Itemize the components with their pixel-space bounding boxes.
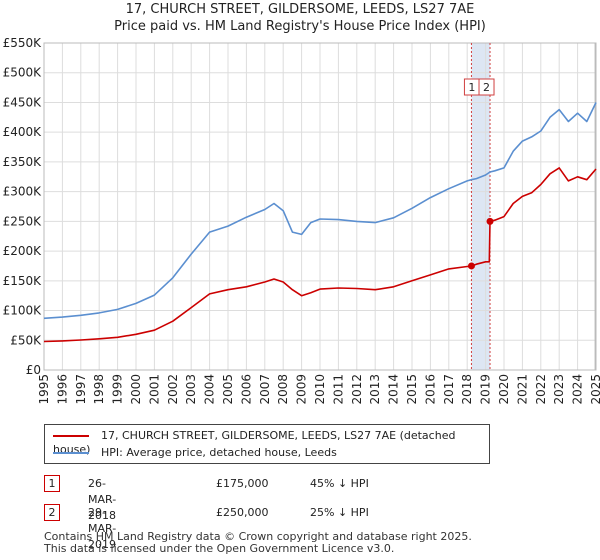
- sale-date: 29-MAR-2019: [88, 506, 117, 551]
- y-tick-label: £450K: [3, 95, 43, 109]
- x-tick-label: 2013: [368, 374, 382, 405]
- x-tick-label: 1998: [92, 374, 106, 405]
- footer-attribution: Contains HM Land Registry data © Crown c…: [44, 531, 472, 555]
- sale-date: 26-MAR-2018: [88, 477, 117, 522]
- x-tick-label: 2023: [552, 374, 566, 405]
- x-tick-label: 2012: [350, 374, 364, 405]
- series-line: [43, 102, 597, 320]
- y-tick-label: £250K: [3, 214, 43, 228]
- y-tick-label: £500K: [3, 66, 43, 80]
- y-tick-label: £300K: [3, 185, 43, 199]
- sale-number-badge: 2: [44, 504, 60, 521]
- x-tick-label: 2006: [239, 374, 253, 405]
- x-tick-label: 2025: [589, 374, 600, 405]
- x-tick-label: 2017: [442, 374, 456, 405]
- sale-number-box: [478, 78, 495, 96]
- sale-point: [467, 262, 475, 270]
- sale-price: £250,000: [216, 506, 269, 519]
- y-tick-label: £150K: [3, 274, 43, 288]
- price-chart: £0 £50K £100K £150K £200K £250K £300K £350K £400…: [3, 36, 600, 405]
- x-tick-label: 1997: [74, 374, 88, 405]
- legend-item-hpi: HPI: Average price, detached house, Leed…: [53, 446, 337, 460]
- legend-item-property: 17, CHURCH STREET, GILDERSOME, LEEDS, LS…: [53, 429, 489, 456]
- x-tick-label: 2000: [129, 374, 143, 405]
- plot-frame: [43, 42, 597, 371]
- sale-hpi-diff: 45% ↓ HPI: [310, 477, 369, 490]
- x-tick-label: 2016: [423, 374, 437, 405]
- y-tick-label: £350K: [3, 155, 43, 169]
- y-tick-label: £200K: [3, 244, 43, 258]
- series-line: [43, 167, 597, 343]
- y-tick-label: £400K: [3, 125, 43, 139]
- x-tick-label: 2004: [203, 374, 217, 405]
- sale-number-label: 1: [468, 81, 475, 94]
- x-tick-label: 1996: [55, 374, 69, 405]
- x-tick-label: 2011: [331, 374, 345, 405]
- y-tick-label: £100K: [3, 304, 43, 318]
- sale-point: [486, 217, 494, 225]
- x-tick-label: 1999: [111, 374, 125, 405]
- x-tick-label: 2003: [184, 374, 198, 405]
- x-tick-label: 2024: [571, 374, 585, 405]
- x-tick-label: 2022: [534, 374, 548, 405]
- x-tick-label: 1995: [37, 374, 51, 405]
- chart-title-line2: Price paid vs. HM Land Registry's House …: [114, 19, 486, 34]
- x-tick-label: 2019: [479, 374, 493, 405]
- x-tick-label: 2002: [166, 374, 180, 405]
- y-tick-label: £550K: [3, 36, 43, 50]
- y-tick-label: £0: [26, 363, 41, 377]
- footer-line2: This data is licensed under the Open Gov…: [44, 542, 395, 555]
- x-tick-label: 2001: [147, 374, 161, 405]
- chart-title-line1: 17, CHURCH STREET, GILDERSOME, LEEDS, LS…: [125, 2, 475, 17]
- x-tick-label: 2014: [387, 374, 401, 405]
- x-tick-label: 2008: [276, 374, 290, 405]
- sale-number-badge: 1: [44, 475, 60, 492]
- x-tick-label: 2010: [313, 374, 327, 405]
- y-tick-label: £50K: [10, 333, 42, 347]
- x-tick-label: 2009: [295, 374, 309, 405]
- x-tick-label: 2020: [497, 374, 511, 405]
- x-tick-label: 2005: [221, 374, 235, 405]
- x-tick-label: 2007: [258, 374, 272, 405]
- x-tick-label: 2018: [460, 374, 474, 405]
- legend-swatch-hpi: [53, 452, 89, 454]
- legend-swatch-property: [53, 435, 89, 437]
- legend: 17, CHURCH STREET, GILDERSOME, LEEDS, LS…: [44, 424, 490, 464]
- footer-line1: Contains HM Land Registry data © Crown c…: [44, 530, 472, 543]
- sale-number-label: 2: [483, 81, 490, 94]
- sale-price: £175,000: [216, 477, 269, 490]
- legend-label-hpi: HPI: Average price, detached house, Leed…: [101, 446, 337, 459]
- sale-hpi-diff: 25% ↓ HPI: [310, 506, 369, 519]
- x-tick-label: 2015: [405, 374, 419, 405]
- x-tick-label: 2021: [515, 374, 529, 405]
